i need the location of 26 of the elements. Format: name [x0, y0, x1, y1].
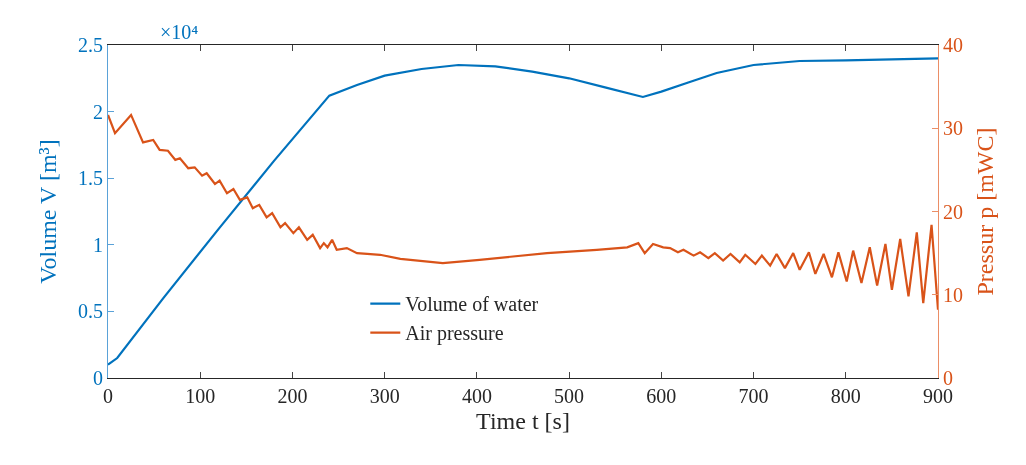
y-tick-label: 1.5 — [78, 167, 103, 190]
x-tick-label: 600 — [646, 385, 677, 407]
y2-tick-label: 40 — [943, 34, 963, 56]
x-tick-label: 800 — [830, 385, 861, 407]
y-tick-label: 2 — [93, 100, 103, 123]
y2-tick-label: 20 — [943, 200, 963, 223]
y-tick-label: 2.5 — [78, 34, 103, 56]
text: ×10⁴ — [160, 21, 199, 43]
line-series — [108, 57, 938, 366]
x-tick-label: 500 — [554, 385, 585, 407]
y-tick-label: 1 — [93, 233, 103, 256]
x-tick-label: 100 — [185, 385, 216, 407]
legend-label: Volume of water — [405, 293, 539, 316]
x-tick-label: 200 — [277, 385, 308, 407]
x-tick-label: 400 — [461, 385, 492, 407]
legend-label: Air pressure — [405, 322, 504, 346]
x-axis-title: Time t [s] — [476, 408, 570, 435]
y2-tick-label: 10 — [943, 283, 963, 306]
y2-tick-label: 30 — [943, 117, 963, 140]
y-axis-title: Volume V [m³] — [35, 139, 62, 284]
y-tick-label: 0.5 — [78, 300, 103, 323]
x-tick-label: 300 — [369, 385, 400, 407]
y2-axis-title: Pressur p [mWC] — [972, 127, 999, 296]
y-tick-label: 0 — [93, 367, 103, 389]
line-series — [108, 113, 938, 311]
x-tick-label: 700 — [738, 385, 769, 407]
